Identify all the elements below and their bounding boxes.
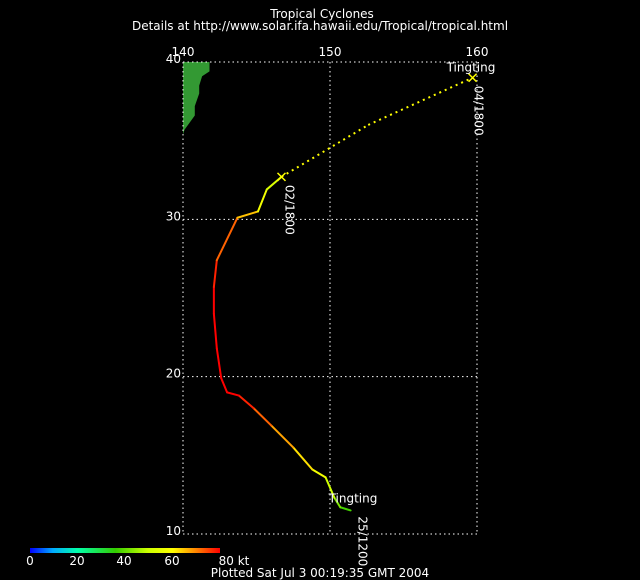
lon-tick-label: 160 [466, 45, 489, 59]
track-segment [311, 468, 327, 479]
storm-label-start: 25/1200 [356, 516, 370, 566]
end-marker [468, 73, 478, 83]
track-segment [215, 216, 239, 262]
storm-label-end: 04/1800 [472, 86, 486, 136]
colorbar-tick-label: 0 [26, 554, 34, 568]
colorbar-tick-label: 40 [116, 554, 131, 568]
wind-speed-colorbar [30, 548, 220, 553]
track-segment [212, 259, 218, 288]
track-segment [292, 446, 314, 471]
track-segment [339, 506, 352, 512]
extratropical-segment [280, 124, 369, 178]
map-title: Tropical Cyclones [269, 7, 374, 21]
track-segment [256, 188, 268, 213]
track-segment [226, 391, 240, 397]
track-segment [220, 377, 229, 394]
land-polygon [183, 62, 210, 136]
grid-tick-labels: 140 150 160 40 30 20 10 [166, 45, 489, 538]
track-segment [270, 424, 295, 449]
lon-tick-label: 150 [319, 45, 342, 59]
lon-tick-label: 140 [172, 45, 195, 59]
track-segment [324, 476, 336, 499]
storm-label-mid: 02/1800 [282, 185, 296, 235]
colorbar-tick-label: 60 [164, 554, 179, 568]
track-segment [236, 210, 259, 219]
track-segment [237, 394, 255, 410]
details-link-text: Details at http://www.solar.ifa.hawaii.e… [132, 19, 508, 33]
land-mass-japan [183, 62, 210, 136]
lat-tick-label: 10 [166, 524, 181, 538]
lat-tick-label: 40 [166, 52, 181, 66]
colorbar-tick-label: 80 kt [219, 554, 250, 568]
track-segment [212, 312, 218, 350]
storm-labels: Tingting Tingting 25/1200 02/1800 04/180… [282, 61, 495, 567]
plotted-timestamp: Plotted Sat Jul 3 00:19:35 GMT 2004 [211, 566, 429, 580]
storm-track [212, 73, 478, 512]
extratropical-segment [367, 76, 474, 126]
storm-name-end: Tingting [446, 61, 496, 75]
storm-name-start: Tingting [328, 491, 378, 505]
lat-lon-grid [182, 61, 478, 535]
colorbar-tick-labels: 0 20 40 60 80 kt [26, 554, 249, 568]
transition-marker [276, 172, 287, 182]
lat-tick-label: 30 [166, 209, 181, 223]
colorbar-tick-label: 20 [69, 554, 84, 568]
track-segment [252, 407, 273, 427]
track-segment [215, 347, 223, 380]
track-segment [333, 496, 342, 509]
lat-tick-label: 20 [166, 367, 181, 381]
